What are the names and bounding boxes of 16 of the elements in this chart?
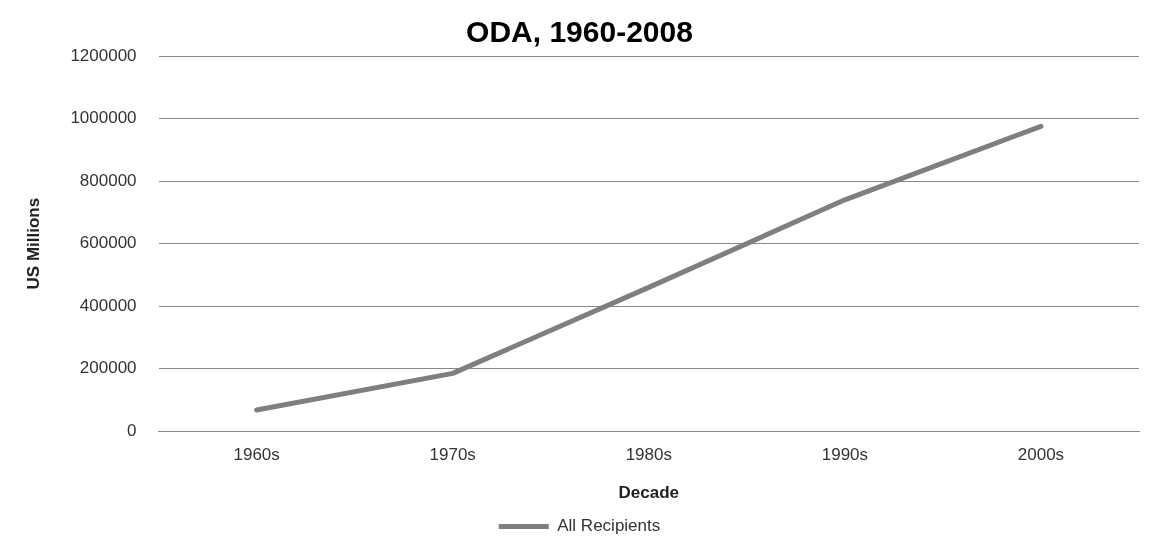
y-tick-label: 800000	[79, 170, 137, 190]
y-tick-label: 1000000	[70, 108, 137, 128]
x-tick-label: 1980s	[625, 445, 672, 465]
chart-title: ODA, 1960-2008	[466, 15, 693, 49]
y-axis-title: US Millions	[23, 197, 43, 290]
y-tick-label: 400000	[79, 295, 137, 315]
x-tick-label: 2000s	[1017, 445, 1065, 465]
legend-label: All Recipients	[557, 516, 661, 536]
y-tick-label: 200000	[79, 358, 137, 378]
y-tick-label: 0	[127, 420, 137, 440]
x-tick-label: 1990s	[821, 445, 869, 465]
y-tick-label: 1200000	[70, 45, 137, 65]
x-tick-label: 1970s	[429, 445, 476, 465]
x-axis-title: Decade	[618, 483, 680, 503]
y-tick-label: 600000	[79, 233, 137, 253]
x-tick-label: 1960s	[233, 445, 280, 465]
